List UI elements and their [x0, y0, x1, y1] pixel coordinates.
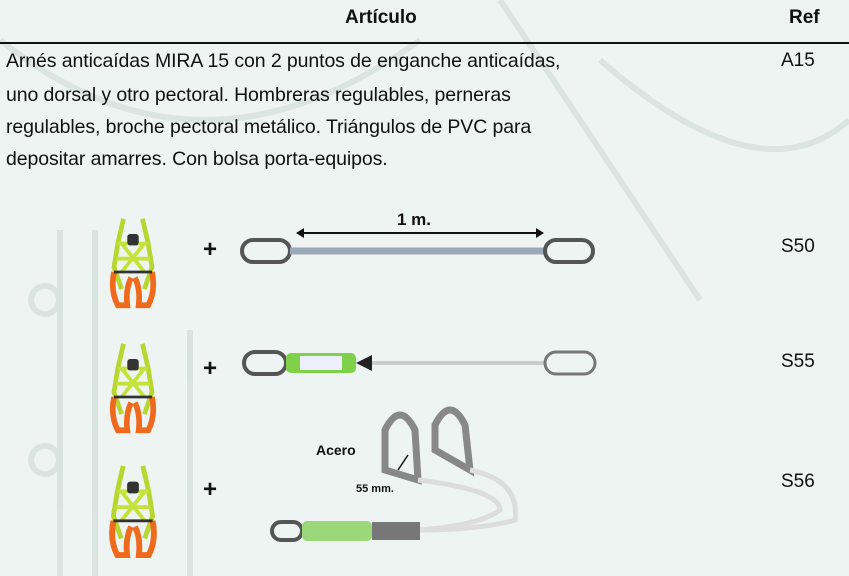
ref-code: A15	[781, 50, 815, 71]
opening-label: 55 mm.	[356, 483, 394, 495]
description-line: regulables, broche pectoral metálico. Tr…	[6, 116, 532, 138]
length-label: 1 m.	[397, 210, 432, 229]
ref-code: S55	[781, 351, 815, 372]
plus-sign: +	[203, 236, 218, 263]
column-header: Artículo	[345, 7, 417, 28]
description-line: Arnés anticaídas MIRA 15 con 2 puntos de…	[6, 50, 561, 72]
plus-sign: +	[203, 355, 218, 382]
ref-code: S56	[781, 471, 815, 492]
material-label: Acero	[316, 442, 356, 458]
lanyard	[240, 228, 595, 264]
lanyard	[242, 350, 597, 376]
plus-sign: +	[203, 476, 218, 503]
description-line: uno dorsal y otro pectoral. Hombreras re…	[6, 84, 511, 106]
harness-icon	[112, 466, 154, 555]
description-line: depositar amarres. Con bolsa porta-equip…	[6, 148, 388, 170]
ref-code: S50	[781, 236, 815, 257]
lanyard	[270, 406, 518, 542]
column-header: Ref	[789, 7, 820, 28]
harness-icon	[113, 219, 154, 305]
harness-icon	[113, 344, 154, 430]
